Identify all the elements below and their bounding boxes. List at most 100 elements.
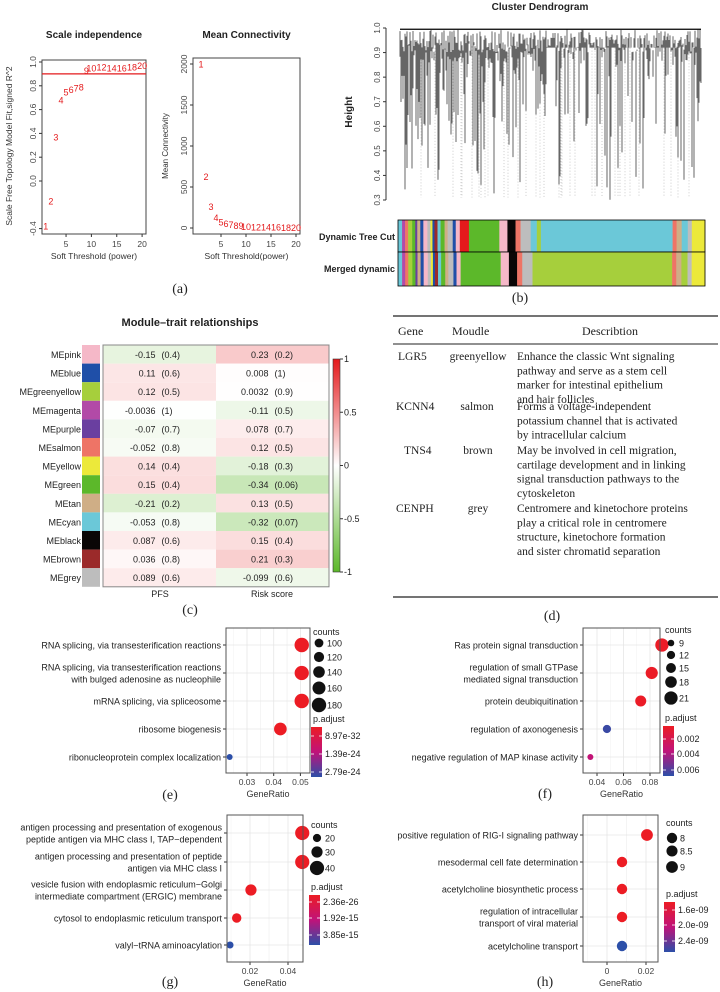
panel-label-e: (e) [162, 788, 178, 803]
heatmap-cell [216, 531, 329, 550]
description-line: structure, kinetochore formation [517, 532, 666, 544]
merged-dynamic-strip-segment [672, 252, 677, 286]
merged-dynamic-strip-segment [441, 252, 446, 286]
merged-dynamic-strip [397, 251, 706, 287]
module-color-swatch [82, 475, 100, 494]
module-color-swatch [82, 512, 100, 531]
p-value: (0.2) [275, 350, 294, 360]
term-label: positive regulation of RIG-I signaling p… [397, 831, 578, 841]
power-point-label: 5 [64, 87, 69, 97]
module-color-swatch [82, 400, 100, 420]
term-label: mediated signal transduction [463, 675, 578, 685]
merged-dynamic-strip-segment [532, 252, 673, 286]
size-legend-title: counts [313, 627, 340, 637]
description-line: signal transduction pathways to the [517, 474, 679, 486]
dynamic-tree-cut-strip-segment [398, 220, 403, 252]
power-point-label: 10 [241, 222, 251, 232]
term-label: mRNA splicing, via spliceosome [93, 697, 221, 707]
term-label: negative regulation of MAP kinase activi… [412, 753, 579, 763]
heatmap-cell [103, 400, 216, 420]
size-legend-dot [666, 861, 678, 873]
color-legend-label: 0.004 [677, 749, 700, 759]
power-point-label: 18 [281, 223, 291, 233]
merged-dynamic-strip-segment [691, 252, 706, 286]
correlation-value: -0.15 [135, 350, 156, 360]
correlation-value: -0.0036 [125, 406, 156, 416]
size-legend-label: 21 [679, 694, 689, 704]
column-label: Risk score [251, 589, 293, 599]
x-tick-label: 20 [137, 239, 147, 249]
dynamic-tree-cut-strip-segment [691, 220, 706, 252]
size-legend-dot [311, 697, 327, 713]
size-legend-label: 8 [680, 834, 685, 844]
strip-label: Dynamic Tree Cut [319, 232, 395, 242]
enrichment-dot [635, 695, 647, 707]
dynamic-tree-cut-strip-segment [459, 220, 470, 252]
size-legend-label: 30 [325, 848, 335, 858]
power-point-label: 3 [208, 202, 213, 212]
correlation-value: -0.34 [248, 480, 269, 490]
heatmap-cell [103, 456, 216, 476]
color-legend-label: 8.97e-32 [325, 731, 361, 741]
panel-label-d: (d) [544, 609, 561, 624]
power-point-label: 9 [238, 221, 243, 231]
size-legend-dot [667, 639, 675, 647]
x-tick-label: 20 [291, 239, 301, 249]
enrichment-dot [295, 825, 310, 841]
y-tick-label: 0.0 [28, 175, 38, 187]
colorbar-label: 0 [344, 461, 349, 471]
size-legend-label: 12 [679, 651, 689, 661]
correlation-value: 0.078 [246, 424, 269, 434]
p-value: (0.4) [162, 480, 181, 490]
module-label: MEpurple [42, 424, 81, 434]
term-label: transport of viral material [479, 919, 578, 929]
y-tick-label: 0.6 [373, 120, 382, 132]
module-color-swatch [82, 568, 100, 587]
y-tick-label: 0.8 [373, 71, 382, 83]
x-tick-label: 15 [112, 239, 122, 249]
color-legend-title: p.adjust [665, 713, 697, 723]
correlation-value: -0.32 [248, 517, 269, 527]
module-label: MEpink [51, 350, 82, 360]
colorbar [332, 358, 341, 573]
enrichment-dot [616, 940, 628, 952]
term-label: acetylcholine biosynthetic process [442, 885, 579, 895]
merged-dynamic-strip-segment [676, 252, 682, 286]
colorbar-label: 1 [344, 354, 349, 364]
size-legend-dot [313, 651, 325, 663]
dynamic-tree-cut-strip-segment [672, 220, 677, 252]
dynamic-tree-cut-strip-segment [420, 220, 424, 252]
power-point-label: 12 [97, 62, 107, 72]
merged-dynamic-strip-segment [681, 252, 688, 286]
y-tick-label: 0.5 [373, 145, 382, 157]
size-legend-title: counts [666, 818, 693, 828]
dynamic-tree-cut-strip-segment [499, 220, 508, 252]
correlation-value: 0.087 [133, 536, 156, 546]
p-value: (0.9) [275, 387, 294, 397]
power-point-label: 16 [271, 223, 281, 233]
description-line: play a critical role in centromere [517, 517, 667, 529]
y-tick-label: 0.4 [373, 169, 382, 181]
p-value: (1) [162, 406, 173, 416]
gene-cell: TNS4 [404, 445, 432, 457]
merged-dynamic-strip-segment [398, 252, 403, 286]
dynamic-tree-cut-strip-segment [408, 220, 413, 252]
power-point-label: 12 [251, 222, 261, 232]
y-tick-label: 0.4 [28, 127, 38, 139]
y-tick-label: 0.6 [28, 103, 38, 115]
merged-dynamic-strip-segment [432, 252, 436, 286]
p-value: (0.4) [162, 350, 181, 360]
x-axis-label: GeneRatio [243, 978, 286, 988]
module-label: MEmagenta [32, 406, 81, 416]
size-legend-dot [665, 676, 677, 688]
p-value: (0.3) [275, 555, 294, 565]
x-axis-label: GeneRatio [599, 978, 642, 988]
dynamic-tree-cut-strip-segment [423, 220, 428, 252]
dynamic-tree-cut-strip-segment [405, 220, 409, 252]
heatmap-cell [103, 531, 216, 550]
heatmap-cell [103, 438, 216, 457]
p-value: (0.8) [162, 443, 181, 453]
term-label: ribonucleoprotein complex localization [69, 753, 221, 763]
color-legend-bar [309, 895, 320, 945]
power-point-label: 5 [218, 217, 223, 227]
